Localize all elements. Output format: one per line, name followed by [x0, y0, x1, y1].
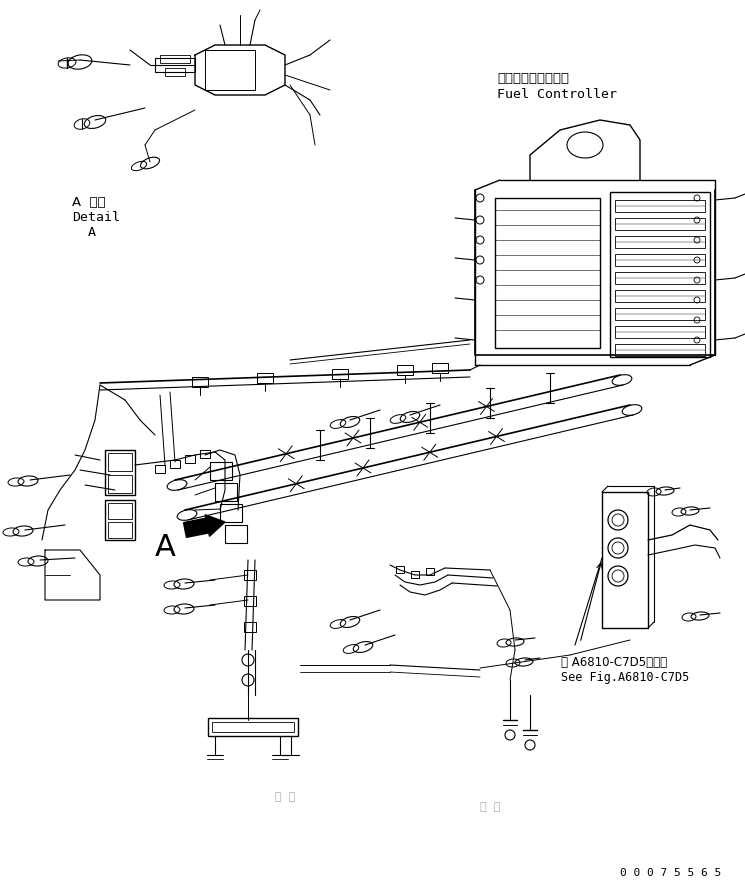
Bar [615, 272, 705, 284]
Bar [212, 722, 294, 732]
Bar [108, 475, 132, 493]
Bar [160, 55, 190, 63]
Bar [108, 522, 132, 538]
Bar [108, 503, 132, 519]
Bar [244, 596, 256, 606]
Bar [155, 465, 165, 473]
Bar [105, 500, 135, 540]
Bar [396, 566, 404, 573]
Bar [210, 462, 232, 480]
Text: ・  ・: ・ ・ [275, 792, 295, 802]
Bar [332, 369, 348, 379]
Bar [244, 570, 256, 580]
Bar [215, 483, 237, 501]
Bar [257, 373, 273, 383]
Text: Fuel Controller: Fuel Controller [497, 88, 617, 101]
Bar [615, 290, 705, 302]
Bar [205, 50, 255, 90]
Bar [615, 200, 705, 212]
Bar [411, 571, 419, 578]
Text: フェルコントローラ: フェルコントローラ [497, 72, 569, 85]
Bar [615, 344, 705, 356]
Bar [397, 365, 413, 375]
Bar [610, 192, 710, 357]
Bar [208, 718, 298, 736]
Text: 0 0 0 7 5 5 6 5: 0 0 0 7 5 5 6 5 [620, 868, 721, 878]
Bar [155, 58, 195, 72]
Bar [200, 450, 210, 458]
Bar [244, 622, 256, 632]
Bar [170, 460, 180, 468]
Bar [108, 453, 132, 471]
Bar [192, 377, 208, 387]
Bar [225, 525, 247, 543]
Text: ・  ・: ・ ・ [480, 802, 500, 812]
Text: Detail: Detail [72, 211, 120, 224]
Text: A: A [88, 226, 96, 239]
Bar [432, 363, 448, 373]
Bar [615, 236, 705, 248]
Bar [185, 455, 195, 463]
Bar [220, 504, 242, 522]
Bar [105, 450, 135, 495]
Bar [615, 308, 705, 320]
Bar [165, 68, 185, 76]
Bar [615, 326, 705, 338]
Text: 第 A6810-C7D5図参照: 第 A6810-C7D5図参照 [561, 656, 667, 669]
Bar [615, 218, 705, 230]
Text: See Fig.A6810-C7D5: See Fig.A6810-C7D5 [561, 671, 689, 684]
Bar [426, 568, 434, 575]
Text: A: A [155, 533, 176, 562]
FancyArrow shape [183, 515, 225, 537]
Bar [615, 254, 705, 266]
Text: A  詳細: A 詳細 [72, 196, 106, 209]
